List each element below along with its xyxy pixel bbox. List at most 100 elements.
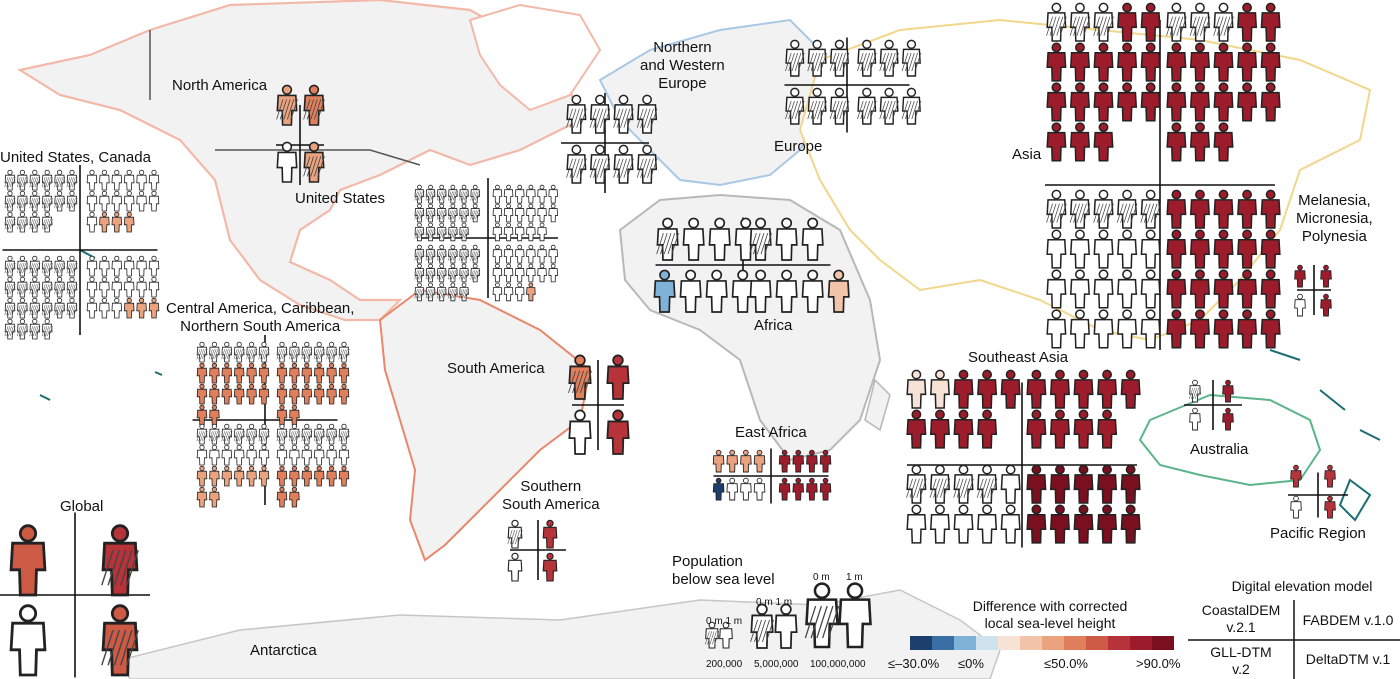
person-icon xyxy=(136,169,147,191)
color-swatch xyxy=(910,636,932,650)
person-icon xyxy=(86,169,98,191)
person-icon xyxy=(1073,504,1094,544)
person-icon xyxy=(1069,309,1090,349)
person-icon xyxy=(99,211,110,233)
person-icon xyxy=(929,369,950,409)
person-icon xyxy=(221,423,233,445)
person-icon xyxy=(1237,189,1258,229)
person-icon xyxy=(86,211,98,233)
population-legend-title: Population below sea level xyxy=(672,553,775,588)
person-icon xyxy=(775,217,798,261)
person-icon xyxy=(514,244,525,264)
color-swatch xyxy=(1020,636,1042,650)
person-icon xyxy=(1097,409,1118,449)
person-icon xyxy=(726,477,739,501)
person-icon xyxy=(1260,309,1281,349)
person-icon xyxy=(29,255,41,277)
person-icon xyxy=(857,87,877,125)
person-icon xyxy=(1260,42,1281,82)
person-icon xyxy=(16,190,28,212)
dem-legend-top-right: FABDEM v.1.0 xyxy=(1302,612,1394,628)
person-icon xyxy=(459,282,469,302)
person-icon xyxy=(1093,82,1114,122)
person-icon xyxy=(731,269,754,313)
person-icon xyxy=(656,217,679,261)
person-icon xyxy=(4,297,16,319)
person-icon xyxy=(123,211,135,233)
person-icon xyxy=(1000,504,1021,544)
person-icon xyxy=(1093,42,1114,82)
person-icon xyxy=(503,184,514,204)
person-icon xyxy=(123,190,135,212)
person-icon xyxy=(459,263,469,283)
person-icon xyxy=(1000,464,1021,504)
person-icon xyxy=(86,297,98,319)
person-icon xyxy=(1324,464,1336,488)
person-icon xyxy=(4,318,16,340)
person-icon xyxy=(537,184,547,204)
label-north-america: North America xyxy=(172,77,268,94)
person-icon xyxy=(196,383,208,405)
person-icon xyxy=(301,341,313,363)
person-icon xyxy=(258,383,270,405)
person-icon xyxy=(303,141,325,183)
person-icon xyxy=(1140,229,1161,269)
person-icon xyxy=(537,263,547,283)
person-icon xyxy=(258,362,270,384)
person-icon xyxy=(470,244,481,264)
person-icon xyxy=(1093,122,1114,162)
person-icon xyxy=(303,84,325,126)
person-icon xyxy=(111,211,123,233)
person-icon xyxy=(289,383,300,405)
person-icon xyxy=(542,519,558,549)
person-icon xyxy=(29,169,41,191)
person-icon xyxy=(1290,464,1302,488)
person-icon xyxy=(514,184,525,204)
person-icon xyxy=(749,269,772,313)
person-icon xyxy=(514,203,525,223)
quadrant-divider xyxy=(572,360,624,450)
person-icon xyxy=(929,409,950,449)
label-global: Global xyxy=(60,498,104,515)
color-swatch xyxy=(1064,636,1086,650)
person-icon xyxy=(1140,309,1161,349)
person-icon xyxy=(246,423,258,445)
label-pacific-region: Pacific Region xyxy=(1270,525,1366,542)
person-icon xyxy=(829,87,850,125)
person-icon xyxy=(977,504,998,544)
person-icon xyxy=(507,519,523,549)
person-icon xyxy=(879,87,899,125)
person-icon xyxy=(1049,369,1070,409)
person-icon xyxy=(1120,369,1141,409)
person-icon xyxy=(246,383,257,405)
person-icon xyxy=(41,169,53,191)
person-icon xyxy=(1049,409,1070,449)
person-icon xyxy=(425,203,436,223)
person-icon xyxy=(111,255,123,277)
person-icon xyxy=(111,297,123,319)
person-icon xyxy=(589,94,611,134)
person-icon xyxy=(1069,269,1090,309)
person-icon xyxy=(1117,229,1138,269)
person-icon xyxy=(1046,82,1067,122)
dem-legend-bottom-left: GLL-DTM v.2 xyxy=(1210,644,1272,677)
pop-legend-small-heights: 0 m 1 m xyxy=(706,616,743,627)
person-icon xyxy=(301,423,313,445)
person-icon xyxy=(99,190,110,212)
person-icon xyxy=(29,190,41,212)
person-icon xyxy=(492,244,503,264)
person-icon xyxy=(209,404,220,426)
person-icon xyxy=(66,297,78,319)
person-icon xyxy=(221,362,233,384)
person-icon xyxy=(1026,409,1047,449)
person-icon xyxy=(829,39,850,77)
person-icon xyxy=(792,477,805,501)
person-icon xyxy=(111,190,123,212)
person-icon xyxy=(526,263,536,283)
person-icon xyxy=(9,524,47,597)
person-icon xyxy=(1189,82,1210,122)
person-icon xyxy=(1189,2,1211,42)
person-icon xyxy=(288,423,300,445)
person-icon xyxy=(1046,309,1067,349)
